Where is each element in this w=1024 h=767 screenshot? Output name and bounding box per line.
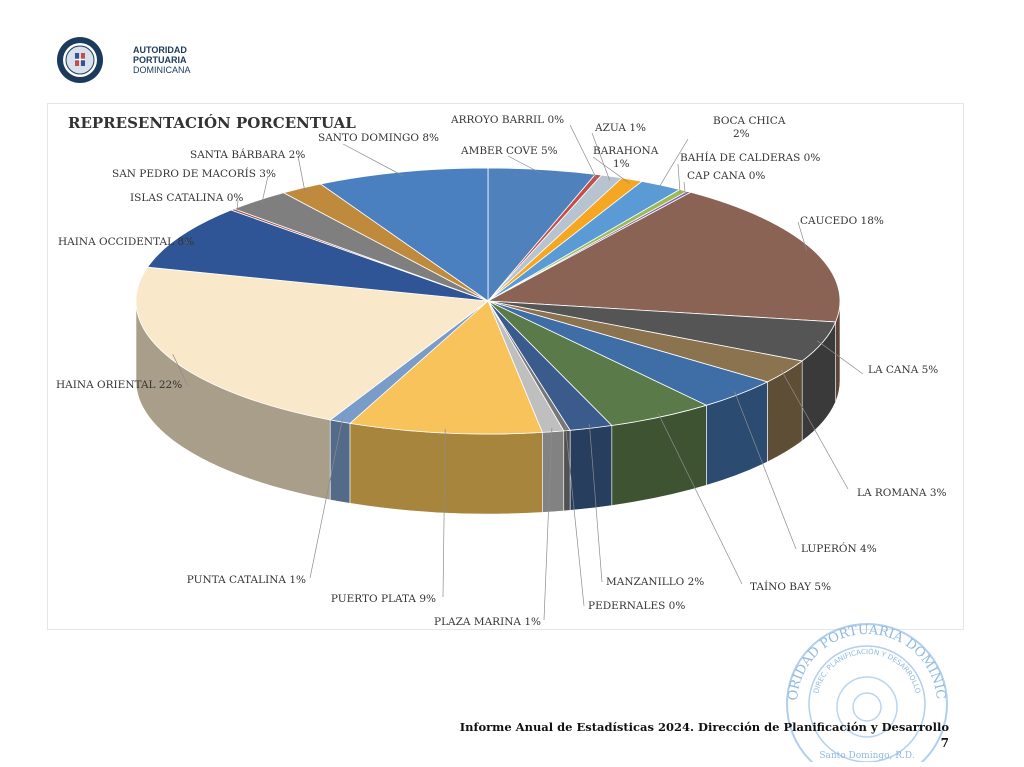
slice-label: BOCA CHICA 2% bbox=[713, 115, 786, 140]
slice-label: SANTO DOMINGO 8% bbox=[318, 132, 439, 144]
leader-line bbox=[683, 181, 686, 196]
leader-line bbox=[261, 175, 269, 204]
page-number: 7 bbox=[940, 736, 949, 750]
pie-slice-side bbox=[542, 430, 565, 513]
pie-slice bbox=[135, 266, 490, 421]
leader-line bbox=[657, 413, 743, 585]
slice-label: PUERTO PLATA 9% bbox=[331, 593, 436, 605]
pie-slice-side bbox=[569, 425, 613, 511]
pie-slice bbox=[486, 191, 841, 323]
leader-line bbox=[184, 238, 189, 245]
pie-slice bbox=[319, 167, 489, 302]
leader-line bbox=[780, 369, 849, 490]
leader-line bbox=[816, 340, 864, 375]
slice-label: SAN PEDRO DE MACORÍS 3% bbox=[112, 166, 276, 180]
leader-line bbox=[507, 155, 542, 174]
slice-label: LA ROMANA 3% bbox=[857, 487, 947, 499]
leader-line bbox=[657, 138, 689, 189]
slice-label: CAP CANA 0% bbox=[687, 170, 765, 182]
leader-line bbox=[442, 428, 446, 598]
leader-line bbox=[172, 353, 189, 387]
leader-line bbox=[297, 155, 306, 192]
slice-label: ISLAS CATALINA 0% bbox=[130, 192, 243, 204]
pie-slice bbox=[349, 300, 543, 435]
page-footer: Informe Anual de Estadísticas 2024. Dire… bbox=[459, 720, 949, 734]
slice-label: TAÍNO BAY 5% bbox=[750, 579, 831, 593]
slice-label: CAUCEDO 18% bbox=[800, 215, 884, 227]
slice-label: AZUA 1% bbox=[594, 122, 646, 134]
leader-line bbox=[342, 143, 404, 177]
stamp-bottom-text: Santo Domingo, R.D. bbox=[819, 751, 915, 761]
slice-label: LA CANA 5% bbox=[868, 364, 938, 376]
pie-chart: AMBER COVE 5% ARROYO BARRIL 0% AZUA 1% BARA… bbox=[56, 114, 947, 628]
slice-label: MANZANILLO 2% bbox=[606, 576, 704, 588]
slice-label: ARROYO BARRIL 0% bbox=[450, 114, 564, 126]
logo-line-1: AUTORIDAD bbox=[133, 45, 187, 55]
slice-label: BAHÍA DE CALDERAS 0% bbox=[680, 150, 820, 164]
leader-line bbox=[589, 424, 603, 583]
stamp-middle-text: DIREC. PLANIFICACIÓN Y DESARROLLO bbox=[812, 647, 922, 695]
slice-label: HAINA OCCIDENTAL 8% bbox=[58, 236, 194, 248]
leader-line bbox=[309, 418, 343, 579]
leader-line bbox=[236, 199, 239, 213]
logo-wordmark: AUTORIDAD PORTUARIA DOMINICANA bbox=[133, 45, 191, 75]
logo-line-3: DOMINICANA bbox=[133, 65, 191, 75]
leader-line bbox=[569, 124, 597, 179]
pie-slice-side bbox=[329, 419, 351, 504]
pie-slice-side bbox=[349, 423, 543, 515]
chart-title: REPRESENTACIÓN PORCENTUAL bbox=[68, 114, 356, 132]
pie-chart-panel: AMBER COVE 5% ARROYO BARRIL 0% AZUA 1% BARA… bbox=[47, 103, 964, 630]
slice-label: HAINA ORIENTAL 22% bbox=[56, 379, 182, 391]
leader-line bbox=[677, 163, 681, 194]
authority-logo: AUTORIDAD PORTUARIA DOMINICANA bbox=[55, 35, 235, 85]
slice-label: LUPERÓN 4% bbox=[801, 541, 877, 555]
leader-line bbox=[797, 221, 808, 251]
slice-label: AMBER COVE 5% bbox=[460, 145, 558, 157]
slice-label: BARAHONA 1% bbox=[593, 145, 659, 170]
slice-label: PEDERNALES 0% bbox=[588, 600, 685, 612]
slice-label: PUNTA CATALINA 1% bbox=[187, 574, 306, 586]
logo-line-2: PORTUARIA bbox=[133, 55, 187, 65]
slice-label: SANTA BÁRBARA 2% bbox=[190, 147, 305, 161]
leader-line bbox=[734, 391, 797, 550]
port-seal-icon bbox=[57, 37, 103, 83]
leader-line bbox=[543, 427, 553, 621]
pie-slice bbox=[146, 209, 489, 302]
leader-line bbox=[565, 426, 585, 607]
leader-line bbox=[592, 156, 630, 184]
slice-label: PLAZA MARINA 1% bbox=[434, 616, 541, 628]
leader-line bbox=[591, 132, 611, 181]
planning-stamp: AUTORIDAD PORTUARIA DOMINICANA DIREC. PL… bbox=[775, 612, 948, 762]
